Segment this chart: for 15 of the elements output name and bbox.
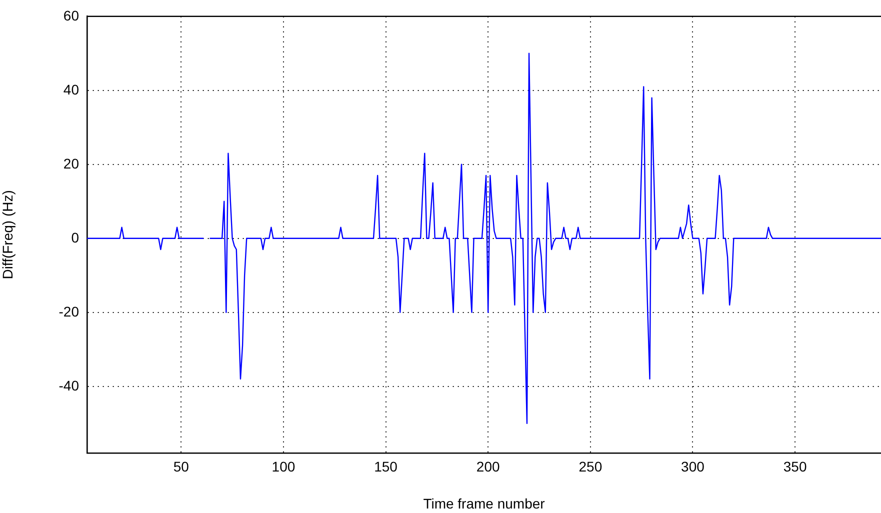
x-tick-label: 100	[272, 458, 296, 474]
x-tick-label: 150	[374, 458, 398, 474]
y-tick-label: 0	[71, 229, 80, 246]
x-tick-label: 350	[783, 458, 807, 474]
y-tick-label: -20	[58, 303, 80, 320]
y-tick-label: 20	[63, 155, 80, 172]
x-axis-title: Time frame number	[423, 495, 546, 512]
x-tick-label: 200	[476, 458, 500, 474]
y-tick-label: 40	[63, 81, 80, 98]
x-tick-label: 50	[173, 458, 190, 474]
x-tick-label: 300	[681, 458, 705, 474]
x-tick-label: 250	[578, 458, 602, 474]
y-tick-label: -40	[58, 377, 80, 394]
y-axis-title: Diff(Freq) (Hz)	[0, 190, 16, 280]
y-tick-label: 60	[63, 7, 80, 24]
